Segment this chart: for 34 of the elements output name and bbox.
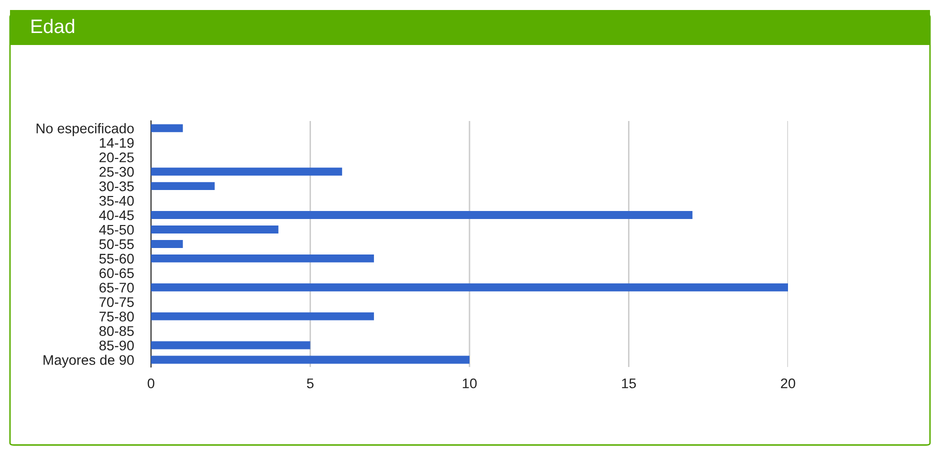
y-tick-label: No especificado: [36, 123, 134, 136]
y-tick-label: 45-50: [99, 224, 134, 235]
y-tick-label: 14-19: [100, 138, 134, 148]
bar: [151, 168, 342, 176]
y-tick-label: 50-55: [99, 239, 134, 250]
x-tick-label: 20: [780, 378, 796, 388]
x-tick-label: 0: [148, 378, 154, 388]
y-tick-label: 80-85: [99, 326, 134, 336]
y-tick-label: 25-30: [100, 166, 134, 177]
bar: [151, 240, 183, 248]
y-tick-label: 75-80: [100, 312, 134, 322]
y-tick-label: 65-70: [100, 282, 134, 293]
bar: [151, 283, 788, 292]
bar: [151, 211, 692, 219]
bar: [151, 226, 278, 234]
bar: [151, 341, 310, 350]
y-tick-label: 70-75: [100, 297, 134, 308]
y-tick-label: 40-45: [99, 210, 134, 220]
bar: [151, 182, 215, 190]
chart-title: Edad: [32, 18, 74, 34]
y-tick-label: 85-90: [99, 340, 134, 350]
y-tick-label: 20-25: [100, 152, 134, 162]
bar: [151, 356, 470, 364]
y-tick-label: 55-60: [99, 254, 134, 264]
y-tick-label: 60-65: [100, 268, 134, 278]
y-tick-label: Mayores de 90: [44, 354, 134, 368]
bar: [151, 124, 183, 132]
bar: [151, 312, 374, 320]
x-tick-label: 5: [306, 378, 314, 388]
y-tick-label: 30-35: [99, 181, 134, 192]
x-tick-label: 15: [622, 378, 636, 388]
x-tick-label: 10: [462, 378, 477, 388]
y-tick-label: 35-40: [99, 196, 134, 206]
bar: [151, 254, 374, 262]
